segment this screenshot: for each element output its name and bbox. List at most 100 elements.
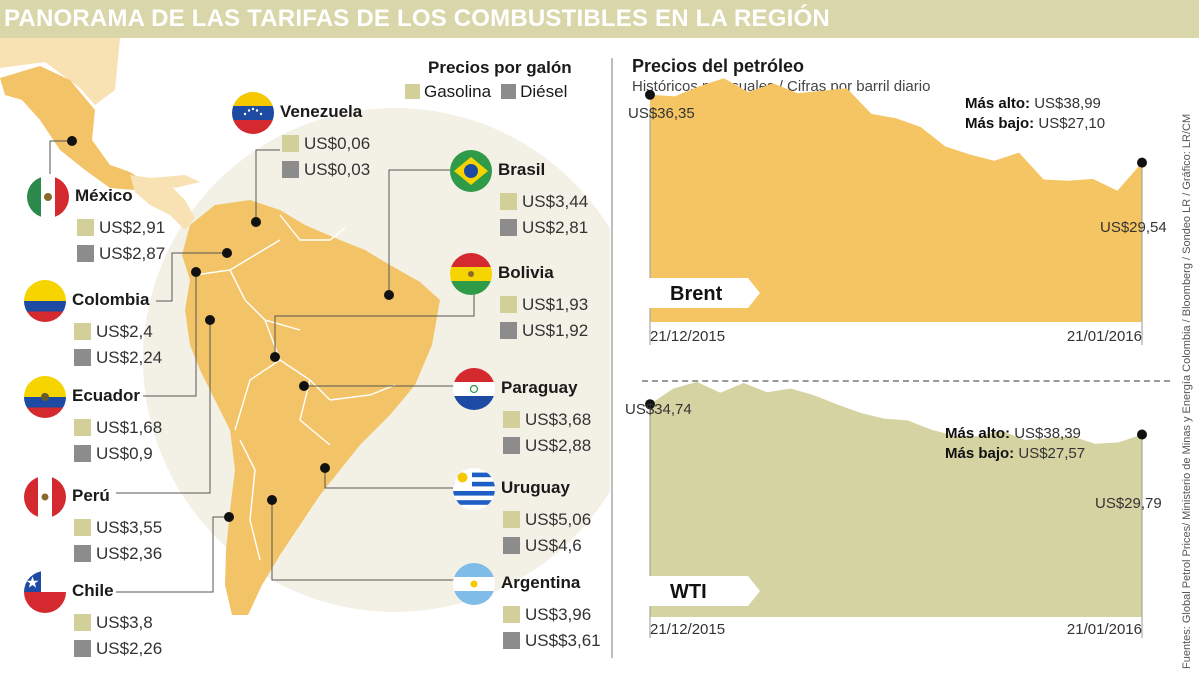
low-value: US$27,57 [1018,445,1085,462]
data-point [1137,429,1147,440]
area-wti [650,381,1142,617]
legend-gasolina: Gasolina [424,82,492,101]
high-value: US$38,39 [1014,425,1081,442]
diesel-value: US$2,87 [99,244,166,263]
diesel-value: US$$3,61 [525,631,601,650]
paraguay-flag-icon [453,368,495,410]
start-value-label: US$34,74 [625,401,692,418]
series-name: WTI [670,581,707,603]
start-value-label: US$36,35 [628,105,695,122]
horizontal-divider [642,380,1170,382]
colombia-flag-icon [24,280,66,322]
country-name: Bolivia [498,263,554,282]
diesel-swatch [501,84,517,99]
diesel-value: US$0,03 [304,160,371,179]
end-value-label: US$29,54 [1100,219,1167,236]
diesel-price: US$0,03 [282,160,370,180]
low-value: US$27,10 [1038,115,1105,132]
data-point [1137,157,1147,168]
low-label: Más bajo: US$27,57 [945,445,1085,462]
gasolina-price: US$3,44 [500,192,588,212]
diesel-price: US$2,36 [74,544,162,564]
diesel-price: US$1,92 [500,321,588,341]
country-name: Ecuador [72,386,141,405]
south-america-land [182,200,440,615]
diesel-price: US$$3,61 [503,631,601,651]
gasolina-value: US$2,91 [99,218,166,237]
south-america-map [0,38,610,615]
gasolina-price: US$3,96 [503,605,591,625]
country-borders [194,239,396,561]
x-end-label: 21/01/2016 [1067,328,1142,345]
gasolina-price: US$3,8 [74,613,153,633]
diesel-value: US$2,81 [522,218,589,237]
legend-title: Precios por galón [428,58,572,77]
gasolina-value: US$1,68 [96,418,163,437]
legend-diesel: Diésel [520,82,568,101]
connector-lines [49,140,475,593]
x-start-label: 21/12/2015 [650,328,725,345]
brazil-flag-icon [450,150,492,192]
ecuador-flag-icon [24,376,66,418]
x-start-label: 21/12/2015 [650,621,725,638]
gasolina-value: US$3,44 [522,192,589,211]
country-name: Venezuela [280,102,363,121]
end-value-label: US$29,79 [1095,495,1162,512]
diesel-price: US$2,24 [74,348,162,368]
mexico-flag-icon [27,176,69,218]
gasolina-value: US$3,8 [96,613,153,632]
low-label: Más bajo: US$27,10 [965,115,1105,132]
gasolina-value: US$3,55 [96,518,163,537]
venezuela-flag-icon [232,92,274,134]
caribbean-islands [150,175,200,188]
country-name: Brasil [498,160,546,179]
mexico-land [0,66,150,190]
oil-title: Precios del petróleo [632,56,805,76]
country-name: Uruguay [501,478,570,497]
argentina-flag-icon [453,563,495,605]
page-title: PANORAMA DE LAS TARIFAS DE LOS COMBUSTIB… [4,5,830,32]
bolivia-flag-icon [450,253,492,295]
gasolina-price: US$1,68 [74,418,162,438]
gasolina-value: US$2,4 [96,322,153,341]
country-name: Chile [72,581,114,600]
country-name: México [75,186,133,205]
vertical-divider [611,58,613,658]
gasolina-value: US$3,96 [525,605,592,624]
diesel-value: US$2,36 [96,544,163,563]
high-value: US$38,99 [1034,95,1101,112]
series-tag [648,576,760,606]
high-label: Más alto: US$38,39 [945,425,1081,442]
series-name: Brent [670,283,723,305]
diesel-price: US$4,6 [503,536,582,556]
gasolina-price: US$5,06 [503,510,591,530]
country-name: Perú [72,486,110,505]
diesel-value: US$2,26 [96,639,163,658]
gasolina-value: US$5,06 [525,510,592,529]
diesel-price: US$2,87 [77,244,165,264]
gasolina-price: US$3,55 [74,518,162,538]
gasolina-price: US$2,91 [77,218,165,238]
gasolina-price: US$2,4 [74,322,153,342]
north-america-land [0,38,120,105]
legend: Gasolina Diésel [405,82,567,102]
country-name: Argentina [501,573,581,592]
high-label: Más alto: US$38,99 [965,95,1101,112]
gasolina-value: US$1,93 [522,295,589,314]
source-note: Fuentes: Global Petrol Prices/ Ministeri… [1181,113,1193,669]
diesel-value: US$4,6 [525,536,582,555]
diesel-value: US$2,88 [525,436,592,455]
gasolina-value: US$0,06 [304,134,371,153]
location-dots [67,136,394,522]
diesel-price: US$2,88 [503,436,591,456]
chile-flag-icon [24,571,66,613]
gasolina-price: US$3,68 [503,410,591,430]
guyana-borders [279,214,346,241]
x-end-label: 21/01/2016 [1067,621,1142,638]
area-brent [650,78,1142,322]
diesel-value: US$0,9 [96,444,153,463]
diesel-value: US$1,92 [522,321,589,340]
gasolina-price: US$1,93 [500,295,588,315]
data-point [645,399,655,410]
